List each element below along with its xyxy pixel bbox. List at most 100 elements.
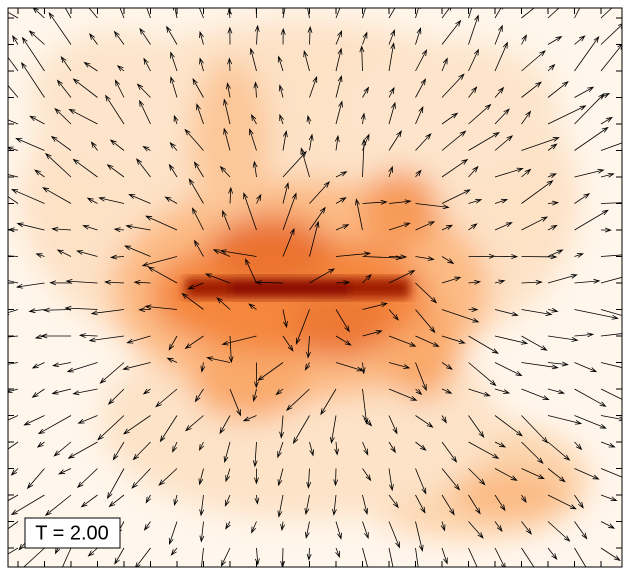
- arrow: [8, 362, 19, 365]
- arrow: [221, 335, 257, 346]
- arrow: [441, 494, 455, 516]
- arrow: [415, 547, 419, 567]
- arrow: [362, 86, 370, 98]
- arrow: [106, 468, 125, 500]
- arrow: [335, 47, 343, 72]
- arrow: [112, 441, 125, 461]
- arrow: [8, 146, 19, 152]
- arrow: [227, 26, 233, 45]
- arrow: [388, 415, 398, 435]
- arrow: [547, 200, 560, 206]
- arrow: [252, 388, 258, 402]
- arrow: [415, 203, 450, 210]
- arrow: [521, 81, 542, 98]
- arrow: [44, 152, 72, 178]
- arrow: [521, 547, 535, 567]
- arrow: [521, 362, 559, 370]
- arrow: [362, 441, 369, 456]
- arrow: [194, 388, 204, 403]
- arrow: [109, 254, 125, 260]
- arrow: [468, 103, 492, 125]
- arrow: [468, 279, 482, 285]
- arrow: [29, 115, 45, 125]
- arrow: [521, 50, 546, 72]
- arrow: [226, 82, 231, 98]
- arrow: [494, 8, 504, 19]
- arrow: [8, 494, 19, 502]
- arrow: [196, 103, 204, 125]
- arrow: [8, 280, 19, 284]
- heatmap: [8, 8, 622, 567]
- arrow: [415, 441, 427, 451]
- arrow: [200, 362, 206, 373]
- arrow: [441, 112, 459, 125]
- arrow: [600, 388, 622, 400]
- arrow: [11, 188, 45, 204]
- arrow: [521, 415, 549, 444]
- arrow: [60, 56, 72, 72]
- arrow: [362, 415, 373, 427]
- arrow: [468, 468, 486, 486]
- arrow: [600, 362, 622, 368]
- arrow: [547, 249, 564, 257]
- arrow: [335, 171, 348, 178]
- arrow: [104, 94, 125, 125]
- arrow: [388, 222, 411, 231]
- arrow: [285, 388, 310, 411]
- arrow: [20, 61, 45, 98]
- arrow: [199, 494, 205, 517]
- arrow: [415, 415, 434, 428]
- arrow: [249, 47, 257, 72]
- arrow: [574, 388, 607, 407]
- arrow: [123, 245, 151, 257]
- arrow: [388, 42, 396, 72]
- arrow: [468, 494, 481, 515]
- arrow: [547, 441, 571, 461]
- arrow: [441, 362, 453, 370]
- arrow: [309, 206, 326, 231]
- arrow: [66, 362, 98, 373]
- arrow: [254, 547, 260, 566]
- arrow: [362, 547, 370, 567]
- arrow: [388, 388, 418, 401]
- arrow: [468, 132, 500, 151]
- time-label: T = 2.00: [35, 522, 109, 544]
- arrow: [521, 441, 544, 464]
- arrow: [415, 388, 423, 396]
- arrow: [292, 415, 310, 445]
- arrow: [164, 196, 178, 204]
- arrow: [136, 158, 151, 178]
- arrow: [42, 187, 72, 204]
- arrow: [362, 199, 388, 205]
- arrow: [415, 521, 424, 552]
- arrow: [168, 163, 178, 178]
- arrow: [494, 167, 524, 178]
- arrow: [335, 280, 351, 286]
- arrow: [388, 165, 393, 178]
- arrow: [32, 8, 45, 19]
- arrow: [8, 441, 19, 450]
- arrow: [107, 388, 125, 405]
- arrow: [574, 193, 591, 204]
- arrow: [144, 304, 178, 310]
- arrow: [388, 521, 400, 549]
- arrow: [277, 494, 284, 518]
- arrow: [574, 521, 588, 540]
- arrow: [54, 107, 72, 125]
- arrow: [250, 114, 257, 125]
- arrow: [198, 441, 205, 452]
- arrow: [521, 216, 549, 231]
- arrow: [90, 141, 98, 151]
- arrow: [360, 112, 366, 125]
- arrow: [277, 55, 284, 72]
- arrow: [26, 468, 45, 490]
- arrow: [199, 57, 204, 72]
- arrow: [21, 36, 45, 72]
- arrow: [388, 441, 396, 454]
- arrow: [388, 494, 399, 509]
- arrow: [468, 521, 484, 539]
- arrow: [521, 279, 543, 285]
- arrow: [282, 130, 288, 151]
- arrow: [125, 224, 151, 231]
- arrow: [64, 8, 72, 19]
